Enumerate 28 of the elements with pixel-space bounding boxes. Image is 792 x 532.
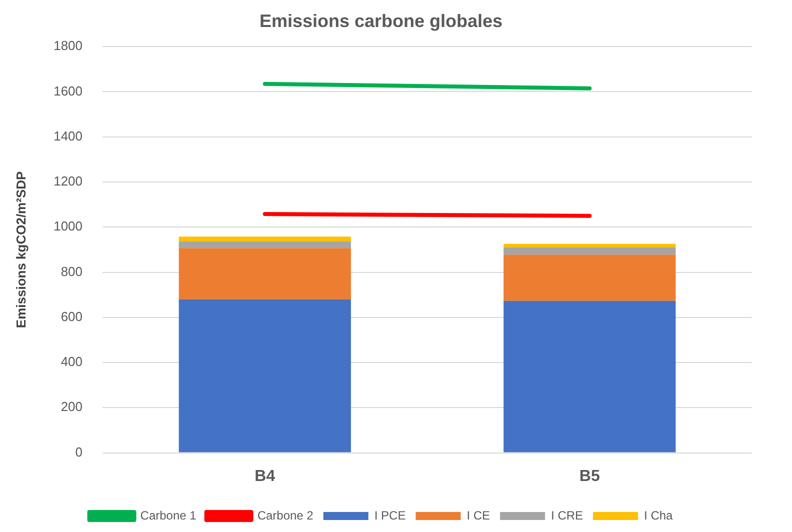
legend-label: Carbone 1 — [140, 508, 197, 522]
bar — [178, 241, 351, 248]
bar — [178, 248, 351, 300]
bar — [504, 244, 676, 248]
y-tick-label: 200 — [60, 399, 83, 414]
y-tick-label: 400 — [60, 354, 83, 370]
y-tick-label: 1200 — [54, 174, 83, 189]
x-tick-label: B4 — [254, 468, 276, 485]
y-tick-label: 1000 — [54, 218, 83, 234]
legend-label: Carbone 2 — [257, 508, 314, 522]
legend-label: I CE — [466, 508, 490, 522]
y-tick-label: 1400 — [54, 128, 83, 144]
y-tick-label: 800 — [60, 264, 83, 279]
y-tick-label: 600 — [60, 308, 83, 324]
bar — [504, 300, 676, 452]
y-tick-label: 1800 — [54, 38, 83, 54]
bar — [178, 236, 351, 242]
legend-label: I PCE — [374, 508, 406, 522]
legend-label: I Cha — [644, 508, 674, 522]
x-tick-label: B5 — [579, 468, 600, 485]
y-tick-label: 1600 — [54, 83, 83, 98]
y-tick-label: 0 — [75, 444, 83, 460]
bar — [504, 247, 676, 255]
y-axis-title: Emissions kgCO2/m²SDP — [13, 170, 28, 328]
chart-title: Emissions carbone globales — [259, 10, 503, 31]
legend-label: I CRE — [551, 508, 584, 522]
bar — [504, 254, 676, 301]
bar — [178, 299, 351, 452]
